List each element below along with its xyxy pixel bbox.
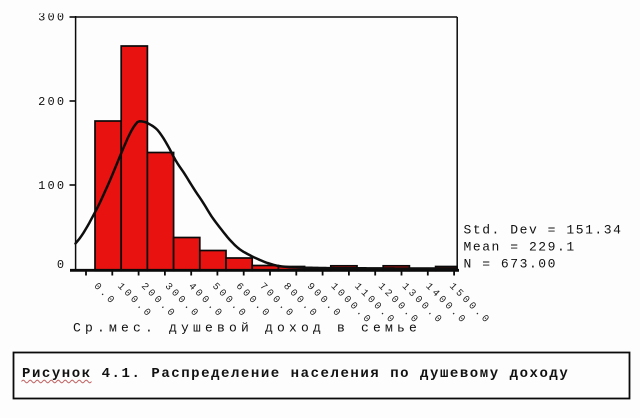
svg-text:Std. Dev = 151.34: Std. Dev = 151.34: [464, 222, 623, 237]
svg-text:Ср.мес. душевой доход в семье: Ср.мес. душевой доход в семье: [73, 321, 421, 336]
svg-text:N = 673.00: N = 673.00: [464, 256, 558, 271]
svg-text:Mean = 229.1: Mean = 229.1: [464, 240, 576, 255]
svg-text:Рисунок 4.1. Распределение нас: Рисунок 4.1. Распределение населения по …: [22, 366, 569, 382]
svg-text:0: 0: [57, 258, 66, 272]
svg-text:200: 200: [38, 95, 66, 109]
svg-text:100: 100: [38, 179, 66, 193]
svg-text:300: 300: [38, 11, 66, 25]
